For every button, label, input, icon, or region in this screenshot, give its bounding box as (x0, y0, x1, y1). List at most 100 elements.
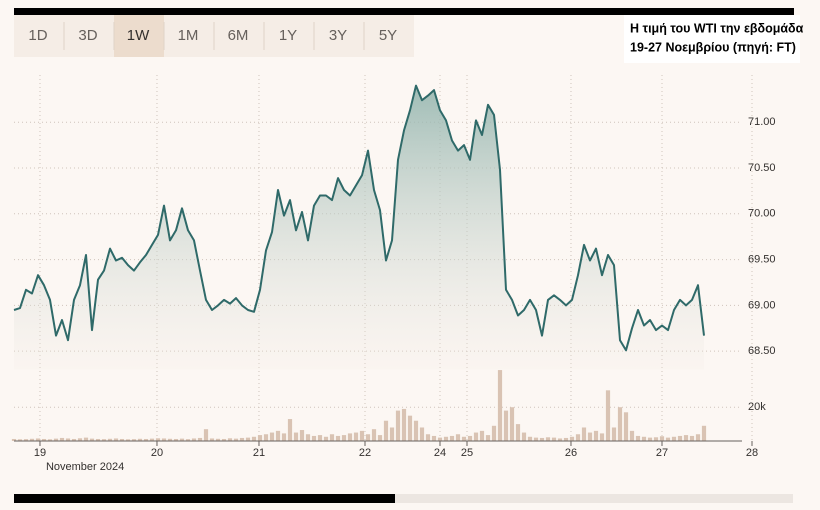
volume-bar (431, 435, 437, 441)
x-tick-label: 24 (434, 447, 446, 459)
volume-bar (131, 439, 137, 441)
volume-bar (599, 433, 605, 441)
volume-bar (419, 427, 425, 441)
y-tick-label: 69.00 (748, 299, 776, 311)
volume-bar (593, 430, 599, 441)
volume-bar (221, 438, 227, 441)
volume-bar (293, 432, 299, 441)
volume-bar (689, 435, 695, 441)
volume-bar (641, 436, 647, 441)
volume-bar (59, 437, 65, 441)
volume-bar (17, 439, 23, 441)
volume-bar (425, 434, 431, 441)
y-tick-label: 70.00 (748, 208, 776, 220)
volume-bar (185, 439, 191, 441)
volume-bar (467, 435, 473, 441)
tab[interactable]: 5Y (379, 27, 397, 44)
y-tick-label: 70.50 (748, 162, 776, 174)
volume-bar (95, 438, 101, 441)
volume-bar (395, 410, 401, 441)
volume-bar (155, 438, 161, 441)
volume-bar (83, 437, 89, 441)
caption-line: 19-27 Νοεμβρίου (πηγή: FT) (630, 40, 796, 54)
y-tick-label: 68.50 (748, 345, 776, 357)
x-tick-label: 25 (461, 447, 473, 459)
y-tick-label: 69.50 (748, 253, 776, 265)
volume-bar (575, 434, 581, 441)
volume-bar (191, 438, 197, 441)
volume-bar (251, 436, 257, 441)
volume-bar (389, 427, 395, 441)
volume-bar (617, 407, 623, 441)
x-tick-label: 27 (656, 447, 668, 459)
volume-bar (527, 436, 533, 441)
volume-bar (53, 438, 59, 441)
volume-bar (215, 438, 221, 441)
volume-bar (359, 430, 365, 441)
volume-bar (623, 412, 629, 441)
volume-bar (479, 430, 485, 441)
volume-bar (113, 438, 119, 441)
tab[interactable]: 3Y (329, 27, 347, 44)
volume-bar (371, 429, 377, 441)
price-line (13, 84, 705, 352)
x-tick-label: 19 (34, 447, 46, 459)
volume-bar (377, 435, 383, 441)
volume-bar (149, 438, 155, 441)
volume-bar (569, 436, 575, 441)
volume-bar (659, 436, 665, 441)
volume-bar (47, 439, 53, 441)
volume-bar (629, 430, 635, 441)
volume-bar (23, 439, 29, 441)
tab[interactable]: 1W (127, 27, 150, 44)
volume-bar (365, 434, 371, 441)
price-area (14, 85, 704, 370)
volume-bar (161, 438, 167, 441)
caption-line: Η τιμή του WTI την εβδομάδα (630, 21, 804, 35)
volume-bar (323, 436, 329, 441)
volume-bar (515, 424, 521, 441)
volume-bar (587, 432, 593, 441)
volume-bar (197, 437, 203, 441)
tab[interactable]: 1Y (279, 27, 297, 44)
scroll-thumb[interactable] (14, 494, 395, 503)
volume-bar (263, 434, 269, 441)
volume-bar (545, 437, 551, 441)
volume-bar (503, 410, 509, 441)
volume-bar (11, 438, 17, 441)
volume-bar (311, 435, 317, 441)
volume-bar (101, 439, 107, 441)
volume-bar (275, 430, 281, 441)
volume-bar (347, 433, 353, 441)
volume-bar (539, 437, 545, 441)
volume-bar (605, 390, 611, 441)
volume-bar (353, 432, 359, 441)
scroll-track (14, 494, 793, 503)
volume-bar (119, 438, 125, 441)
volume-bar (329, 434, 335, 441)
tabs: 1D 3D 1W 1M 6M 1Y 3Y 5Y (28, 15, 397, 57)
x-sublabel: November 2024 (46, 461, 124, 473)
volume-bar (179, 438, 185, 441)
volume-tick-label: 20k (748, 401, 766, 413)
volume-bar (335, 435, 341, 441)
volume-bar (299, 430, 305, 441)
x-tick-label: 21 (253, 447, 265, 459)
tab[interactable]: 1D (28, 27, 47, 44)
volume-bar (41, 438, 47, 441)
volume-bar (509, 407, 515, 441)
volume-bar (317, 435, 323, 441)
volume-bar (125, 439, 131, 441)
volume-bar (257, 435, 263, 441)
volume-bar (611, 427, 617, 441)
x-tick-label: 28 (746, 447, 758, 459)
caption-box (624, 15, 800, 63)
tab[interactable]: 1M (178, 27, 199, 44)
volume-bar (65, 438, 71, 441)
volume-bar (281, 433, 287, 441)
tab[interactable]: 6M (228, 27, 249, 44)
volume-bar (107, 438, 113, 441)
volume-bar (287, 419, 293, 441)
tab[interactable]: 3D (78, 27, 97, 44)
